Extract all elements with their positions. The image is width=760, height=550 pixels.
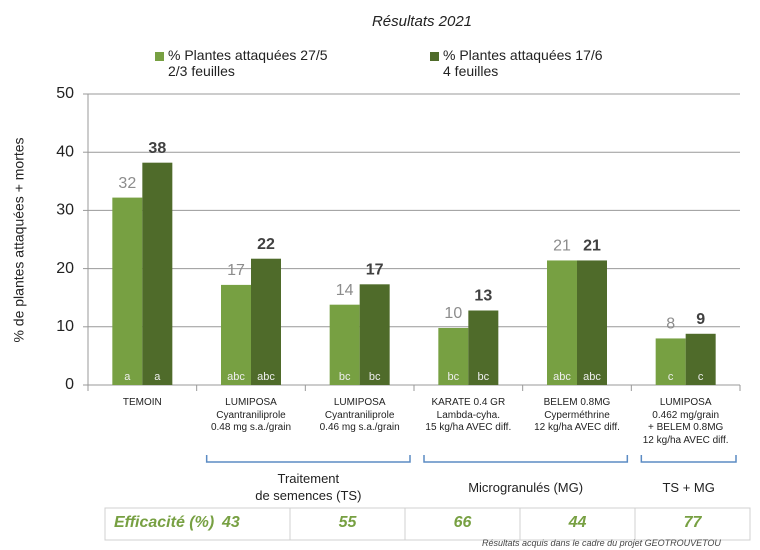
legend-label: % Plantes attaquées 17/6 4 feuilles (443, 47, 603, 79)
data-label: 10 (444, 305, 462, 322)
x-tick-label: LUMIPOSA 0.462 mg/grain + BELEM 0.8MG 12… (642, 397, 729, 446)
x-tick-label: LUMIPOSA Cyantraniliprole 0.48 mg s.a./g… (210, 397, 292, 433)
table-cell (634, 507, 751, 541)
efficacy-value: 55 (338, 514, 357, 531)
y-axis-label: % de plantes attaquées + mortes (11, 137, 27, 342)
stat-letter: bc (448, 371, 460, 383)
stat-letter: abc (553, 371, 571, 383)
bar (251, 258, 281, 385)
x-tick-label: BELEM 0.8MG Cyperméthrine 12 kg/ha AVEC … (534, 397, 620, 433)
data-label: 13 (474, 288, 492, 305)
bar (685, 333, 716, 385)
bar (142, 162, 173, 385)
stat-letter: a (124, 371, 131, 383)
data-label: 17 (366, 262, 384, 279)
bar (112, 197, 143, 385)
legend-swatch (430, 52, 439, 61)
legend-label: % Plantes attaquées 27/5 2/3 feuilles (168, 47, 328, 79)
data-label: 17 (227, 262, 245, 279)
stat-letter: a (154, 371, 161, 383)
stat-letter: abc (583, 371, 601, 383)
data-label: 14 (336, 282, 354, 299)
data-label: 9 (696, 311, 705, 328)
data-label: 22 (257, 236, 275, 253)
data-label: 38 (148, 140, 166, 157)
y-tick-label: 10 (56, 318, 74, 335)
efficacy-value: 43 (222, 514, 240, 531)
y-tick-label: 40 (56, 143, 74, 160)
efficacy-value: 66 (453, 514, 472, 531)
bar (547, 260, 577, 385)
y-tick-label: 50 (56, 85, 74, 102)
bar (438, 327, 469, 385)
bar (221, 284, 251, 385)
group-label: Traitement de semences (TS) (255, 471, 362, 503)
group-bracket (640, 455, 737, 463)
stat-letter: c (698, 371, 704, 383)
stat-letter: abc (257, 371, 275, 383)
stat-letter: bc (478, 371, 490, 383)
x-tick-label: TEMOIN (122, 397, 162, 408)
bar (468, 310, 499, 385)
group-label: TS + MG (662, 480, 715, 495)
stat-letter: abc (227, 371, 245, 383)
bar (329, 304, 360, 385)
group-bracket (205, 455, 411, 463)
stat-letter: bc (369, 371, 381, 383)
data-label: 21 (553, 238, 571, 255)
data-label: 21 (583, 238, 601, 255)
efficacy-value: 77 (683, 514, 702, 531)
x-tick-label: LUMIPOSA Cyantraniliprole 0.46 mg s.a./g… (319, 397, 400, 433)
x-tick-label: KARATE 0.4 GR Lambda-cyha. 15 kg/ha AVEC… (425, 397, 512, 433)
group-bracket (423, 455, 629, 463)
bar (359, 284, 390, 385)
y-tick-label: 30 (56, 202, 74, 219)
data-label: 8 (666, 316, 675, 333)
stat-letter: bc (339, 371, 351, 383)
stat-letter: c (668, 371, 674, 383)
bar (577, 260, 607, 385)
efficacy-value: 44 (568, 514, 587, 531)
footnote: Résultats acquis dans le cadre du projet… (482, 538, 721, 548)
data-label: 32 (118, 175, 136, 192)
efficacy-label: Efficacité (%) (114, 514, 215, 531)
bar (655, 338, 686, 385)
chart-title: Résultats 2021 (372, 13, 472, 30)
y-tick-label: 0 (65, 376, 74, 393)
y-tick-label: 20 (56, 260, 74, 277)
legend-swatch (155, 52, 164, 61)
group-label: Microgranulés (MG) (468, 480, 584, 495)
